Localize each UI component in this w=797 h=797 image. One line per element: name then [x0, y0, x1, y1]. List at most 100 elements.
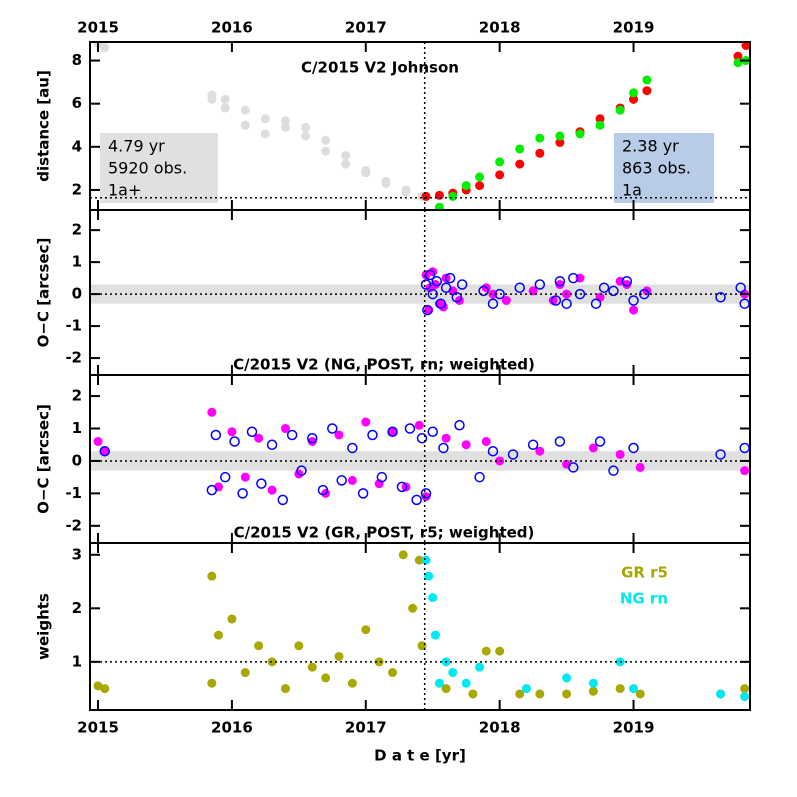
- series: [99, 420, 750, 506]
- data-point: [628, 295, 639, 306]
- data-point: [478, 285, 489, 297]
- data-point: [555, 280, 565, 290]
- data-point: [527, 439, 539, 450]
- series: [421, 555, 750, 702]
- data-point: [629, 684, 639, 694]
- x-tick-label: 2015: [77, 719, 119, 737]
- data-point: [254, 433, 264, 443]
- y-axis-label: O−C [arcsec]: [35, 238, 53, 348]
- y-tick-label: -2: [65, 516, 82, 534]
- data-point: [301, 131, 311, 141]
- y-axis-label: O−C [arcsec]: [35, 404, 53, 514]
- data-point: [229, 436, 240, 447]
- data-point: [588, 443, 598, 453]
- series: [93, 407, 750, 502]
- data-point: [306, 432, 318, 444]
- data-point: [495, 456, 505, 466]
- data-point: [361, 417, 371, 427]
- data-point: [475, 172, 485, 182]
- data-point: [430, 630, 440, 640]
- data-point: [431, 276, 442, 287]
- legend-entry: GR r5: [621, 564, 668, 582]
- data-point: [615, 684, 625, 694]
- data-point: [280, 424, 290, 434]
- data-point: [448, 191, 458, 201]
- data-point: [740, 692, 750, 702]
- data-point: [227, 614, 237, 624]
- annotation-box: [614, 133, 714, 203]
- y-axis-label: distance [au]: [35, 70, 53, 182]
- data-point: [629, 88, 639, 98]
- data-point: [307, 662, 317, 672]
- data-point: [260, 114, 270, 124]
- data-point: [387, 426, 398, 438]
- data-point: [562, 673, 572, 683]
- x-tick-label: 2019: [613, 719, 655, 737]
- data-point: [598, 282, 610, 293]
- data-point: [420, 488, 432, 499]
- data-point: [535, 148, 545, 158]
- data-point: [421, 191, 431, 201]
- data-point: [341, 159, 351, 169]
- data-point: [716, 689, 726, 699]
- data-point: [207, 678, 217, 688]
- data-point: [357, 488, 369, 499]
- data-point: [427, 426, 438, 438]
- y-tick-label: 2: [72, 221, 82, 239]
- data-point: [550, 295, 562, 306]
- data-point: [495, 157, 505, 167]
- data-point: [347, 442, 358, 454]
- data-point: [635, 462, 645, 472]
- data-point: [629, 305, 639, 315]
- data-point: [507, 449, 519, 460]
- y-tick-label: -1: [65, 484, 82, 502]
- data-point: [475, 181, 485, 191]
- data-point: [514, 282, 525, 293]
- data-point: [256, 478, 267, 489]
- annotation-text: 1a: [622, 181, 642, 200]
- data-point: [448, 668, 458, 678]
- data-point: [739, 442, 750, 454]
- data-point: [420, 279, 432, 290]
- data-point: [422, 304, 433, 316]
- data-point: [456, 279, 468, 290]
- data-point: [296, 465, 307, 476]
- data-point: [554, 436, 566, 447]
- data-point: [435, 298, 447, 309]
- y-tick-label: 2: [72, 599, 82, 617]
- data-point: [280, 684, 290, 694]
- data-point: [240, 105, 250, 115]
- panel-caption: C/2015 V2 (NG, POST, rn; weighted): [233, 356, 535, 374]
- data-point: [575, 129, 585, 139]
- data-point: [414, 420, 424, 430]
- data-point: [220, 103, 230, 113]
- data-point: [280, 122, 290, 132]
- data-point: [733, 51, 743, 61]
- data-point: [210, 429, 222, 441]
- data-point: [398, 550, 408, 560]
- data-point: [474, 471, 485, 483]
- data-point: [615, 449, 625, 459]
- series: [421, 42, 750, 201]
- data-point: [715, 449, 726, 460]
- data-point: [622, 280, 632, 290]
- panel-caption: C/2015 V2 (GR, POST, r5; weighted): [234, 524, 535, 542]
- data-point: [207, 407, 217, 417]
- data-point: [535, 133, 545, 143]
- data-point: [534, 279, 546, 290]
- data-point: [421, 555, 431, 565]
- annotation-text: 2.38 yr: [622, 137, 679, 156]
- data-point: [240, 668, 250, 678]
- data-point: [336, 475, 347, 486]
- data-point: [595, 120, 605, 130]
- data-point: [388, 668, 398, 678]
- data-point: [347, 678, 357, 688]
- data-point: [361, 625, 371, 635]
- data-point: [515, 689, 525, 699]
- annotation-text: 5920 obs.: [108, 159, 187, 178]
- x-tick-label: 2019: [613, 19, 655, 37]
- data-point: [207, 94, 217, 104]
- data-point: [100, 43, 110, 53]
- data-point: [334, 430, 344, 440]
- data-point: [501, 295, 511, 305]
